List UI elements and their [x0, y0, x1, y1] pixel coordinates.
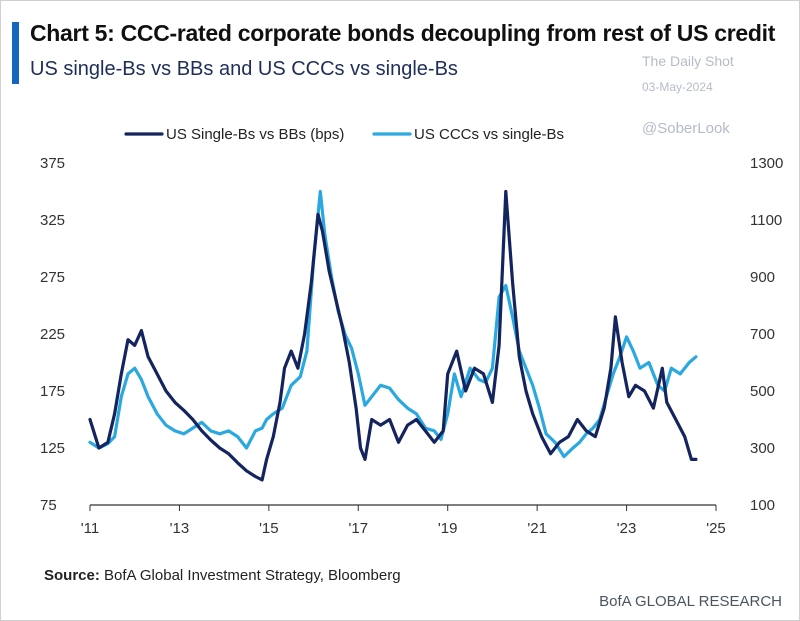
right-axis-tick-label: 900 [750, 269, 775, 286]
left-axis-ticks: 75 125 175 225 275 325 375 [40, 155, 65, 514]
left-axis-tick-label: 375 [40, 155, 65, 172]
x-tick-label: '17 [349, 520, 369, 537]
series-lines [88, 189, 698, 482]
series-line-ccc-vs-single-b [88, 189, 698, 459]
chart-subtitle: US single-Bs vs BBs and US CCCs vs singl… [30, 58, 458, 80]
x-tick-label: '23 [617, 520, 637, 537]
watermark-publisher: The Daily Shot [642, 53, 734, 69]
left-axis-tick-label: 125 [40, 440, 65, 457]
x-tick-label: '25 [706, 520, 726, 537]
left-axis-tick-label: 275 [40, 269, 65, 286]
x-axis-ticks: '11 '13 '15 '17 '19 '21 '23 '25 [81, 505, 726, 537]
right-axis-tick-label: 300 [750, 440, 775, 457]
brand-footer: BofA GLOBAL RESEARCH [599, 593, 782, 610]
left-axis-tick-label: 175 [40, 383, 65, 400]
x-tick-label: '21 [527, 520, 547, 537]
left-axis-tick-label: 225 [40, 326, 65, 343]
right-axis-tick-label: 700 [750, 326, 775, 343]
legend-label: US CCCs vs single-Bs [414, 126, 564, 143]
title-accent-bar [12, 22, 19, 84]
x-tick-label: '11 [81, 520, 99, 537]
left-axis-tick-label: 325 [40, 212, 65, 229]
legend-label: US Single-Bs vs BBs (bps) [166, 126, 344, 143]
source-label: Source: [44, 567, 100, 584]
series-line-single-b-vs-bb [88, 189, 698, 482]
legend: US Single-Bs vs BBs (bps) US CCCs vs sing… [124, 126, 564, 143]
right-axis-tick-label: 100 [750, 497, 775, 514]
chart-title: Chart 5: CCC-rated corporate bonds decou… [30, 20, 776, 46]
right-axis-tick-label: 1100 [750, 212, 782, 229]
source-text: BofA Global Investment Strategy, Bloombe… [104, 567, 401, 584]
watermark-handle: @SoberLook [642, 120, 730, 137]
x-tick-label: '13 [170, 520, 190, 537]
x-tick-label: '19 [438, 520, 458, 537]
watermark-date: 03-May-2024 [642, 80, 713, 94]
x-tick-label: '15 [259, 520, 279, 537]
right-axis-tick-label: 500 [750, 383, 775, 400]
right-axis-tick-label: 1300 [750, 155, 783, 172]
source-note: Source: BofA Global Investment Strategy,… [44, 567, 401, 584]
right-axis-ticks: 100 300 500 700 900 1100 1300 [750, 155, 783, 514]
left-axis-tick-label: 75 [40, 497, 57, 514]
